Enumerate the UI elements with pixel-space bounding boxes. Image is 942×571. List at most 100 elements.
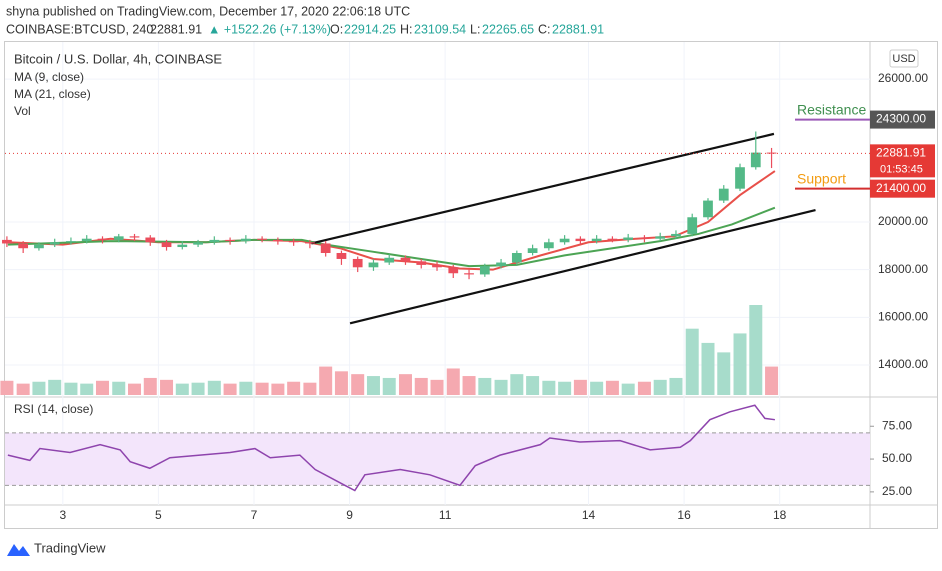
candle-body	[607, 238, 618, 240]
volume-bar	[542, 380, 556, 395]
volume-bar	[191, 382, 205, 395]
volume-bar	[717, 352, 731, 395]
logo-icon	[7, 544, 30, 556]
volume-bar	[749, 305, 763, 395]
candle-body	[305, 242, 315, 244]
x-tick-label: 14	[582, 508, 596, 522]
candle-body	[591, 238, 602, 242]
x-tick-label: 3	[59, 508, 66, 522]
volume-bar	[48, 379, 62, 395]
x-tick-label: 5	[155, 508, 162, 522]
rsi-tick-label: 75.00	[882, 418, 912, 432]
c: 22881.91	[552, 22, 604, 36]
candle-body	[113, 236, 124, 240]
y-tick-label: 26000.00	[878, 71, 928, 85]
chart-title: Bitcoin / U.S. Dollar, 4h, COINBASE	[14, 51, 222, 66]
candle-body	[623, 237, 634, 240]
volume-bar	[143, 377, 157, 395]
volume-bar	[271, 383, 285, 395]
plot	[0, 42, 870, 505]
candle-body	[368, 262, 379, 268]
volume-bar	[255, 382, 269, 395]
legend-ma21: MA (21, close)	[14, 87, 91, 101]
candle-body	[49, 242, 60, 245]
level-tag	[870, 110, 935, 129]
countdown: 01:53:45	[880, 163, 923, 175]
candle-body	[543, 242, 554, 249]
volume-bar	[64, 382, 78, 395]
candle-body	[177, 244, 188, 248]
level-tag	[870, 179, 935, 198]
footer: TradingView	[34, 540, 106, 555]
volume-bar	[207, 380, 221, 395]
volume-bar	[334, 371, 348, 395]
candle-body	[145, 237, 156, 243]
level-text: Resistance	[797, 101, 866, 117]
rsi-line	[7, 404, 775, 492]
candle-body	[2, 239, 12, 244]
candle-body	[559, 238, 570, 243]
candle-body	[527, 248, 538, 253]
candle-body	[464, 273, 474, 275]
level-label: 21400.00	[876, 181, 926, 195]
volume-bar	[430, 379, 444, 395]
candle-body	[18, 243, 29, 249]
candle-body	[511, 252, 522, 263]
candle-body	[416, 261, 427, 265]
volume-bar	[287, 381, 301, 395]
ohlc-line: COINBASE:BTCUSD, 240 22881.91 ▲ +1522.26…	[6, 22, 604, 36]
change: ▲ +1522.26 (+7.13%)	[208, 22, 331, 36]
candle-body	[703, 200, 713, 218]
volume-bar	[398, 374, 412, 395]
x-tick-label: 9	[346, 508, 353, 522]
volume-bar	[382, 377, 396, 395]
last-price-label: 22881.91	[876, 146, 926, 160]
legend-vol: Vol	[14, 104, 31, 118]
x-tick-label: 7	[251, 508, 258, 522]
volume-bar	[95, 380, 109, 395]
candle-body	[320, 243, 331, 253]
candle-body	[432, 264, 442, 268]
candle-body	[240, 238, 251, 242]
rsi-tick-label: 25.00	[882, 484, 912, 498]
candle-body	[735, 167, 745, 189]
volume-bar	[160, 379, 174, 395]
logo: TradingView	[7, 540, 106, 556]
candle-body	[639, 237, 650, 239]
candle-body	[225, 239, 235, 242]
currency-box	[889, 49, 919, 68]
candle-body	[687, 217, 698, 234]
candle-body	[161, 242, 172, 248]
volume-bar	[0, 380, 14, 395]
x-tick-label: 11	[439, 508, 452, 522]
o-label: O:	[330, 22, 343, 36]
last-price-tag	[870, 144, 935, 178]
candle-body	[766, 152, 777, 154]
volume-bar	[351, 374, 365, 395]
volume-bar	[637, 381, 651, 395]
candle-body	[66, 241, 76, 243]
l: 22265.65	[482, 22, 534, 36]
candle-body	[750, 152, 761, 168]
x-tick-label: 16	[677, 508, 691, 522]
publisher: shyna published on TradingView.com, Dece…	[6, 4, 410, 18]
o: 22914.25	[344, 22, 396, 36]
volume-bar	[319, 366, 333, 395]
volume-bar	[223, 383, 237, 395]
h-label: H:	[400, 22, 413, 36]
candle-body	[718, 188, 729, 201]
candle-body	[273, 239, 283, 242]
volume-bar	[239, 381, 253, 395]
rsi-band	[5, 432, 870, 486]
c-label: C:	[538, 22, 551, 36]
volume-bar	[462, 376, 476, 395]
volume-bar	[590, 381, 604, 395]
volume-bar	[16, 383, 30, 395]
candle-body	[81, 238, 92, 242]
frame	[4, 41, 938, 529]
volume-bar	[701, 342, 715, 395]
candle-body	[448, 267, 459, 274]
level-label: 24300.00	[876, 112, 926, 126]
candle-body	[575, 238, 586, 242]
